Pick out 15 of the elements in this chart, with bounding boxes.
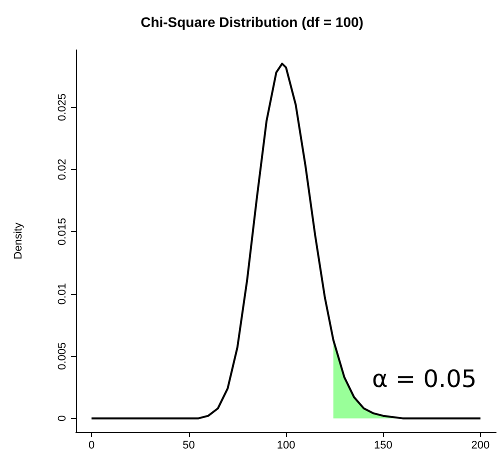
y-tick-label: 0 (56, 415, 68, 422)
x-tick-label: 200 (471, 440, 490, 452)
line-series (90, 62, 482, 420)
x-tick-label: 100 (276, 440, 296, 452)
y-tick-label: 0.02 (56, 158, 68, 180)
x-tick-label: 50 (182, 440, 195, 452)
y-axis-title: Density (12, 222, 24, 260)
chart-title: Chi-Square Distribution (df = 100) (140, 14, 364, 30)
y-tick-label: 0.025 (56, 93, 68, 122)
x-tick-label: 0 (88, 440, 95, 452)
annotation: α = 0.05 (372, 365, 477, 393)
y-tick-label: 0.015 (56, 218, 68, 246)
x-tick-label: 150 (374, 440, 392, 452)
y-tick-label: 0.01 (56, 283, 68, 305)
y-tick-label: 0.005 (56, 342, 68, 370)
